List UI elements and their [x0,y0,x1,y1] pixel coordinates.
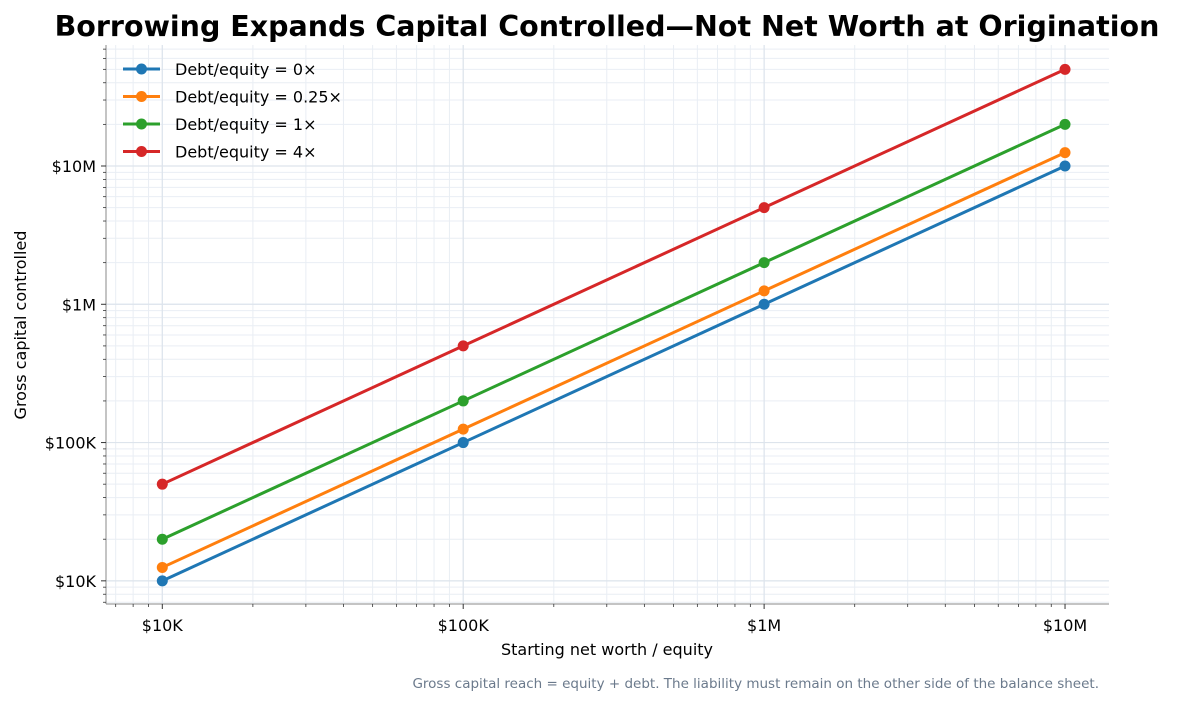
legend-label: Debt/equity = 0.25× [175,88,342,107]
y-tick-label: $10K [55,572,97,591]
x-axis-label: Starting net worth / equity [501,640,713,659]
data-point [1059,147,1071,159]
data-point [1059,160,1071,172]
y-tick-label: $10M [52,157,96,176]
y-tick-label: $100K [45,434,97,453]
data-point [156,478,168,490]
legend-label: Debt/equity = 0× [175,60,316,79]
data-point [1059,63,1071,75]
data-point [758,285,770,297]
x-tick-label: $10K [142,616,184,635]
chart-title: Borrowing Expands Capital Controlled—Not… [55,10,1160,43]
major-grid [106,45,1109,604]
legend-swatch-marker [136,91,147,102]
data-point [758,298,770,310]
data-point [156,561,168,573]
data-point [758,257,770,269]
series-line-3 [161,67,1066,486]
legend-swatch-marker [136,146,147,157]
data-point [156,575,168,587]
x-axis-ticks: $10K $100K $1M $10M [115,604,1087,635]
legend-swatch-marker [136,63,147,75]
x-tick-label: $1M [747,616,781,635]
legend-swatch-marker [136,118,147,130]
series-line-2 [161,123,1066,541]
series-layer [156,63,1071,587]
series-line-0 [161,164,1066,583]
data-point [457,437,469,449]
data-point [758,202,770,214]
axes [105,45,1109,605]
x-tick-label: $10M [1043,616,1087,635]
y-axis-ticks: $10K $100K $1M $10M [45,48,106,603]
data-point [156,533,168,545]
footnote: Gross capital reach = equity + debt. The… [412,676,1099,692]
data-point [457,395,469,407]
x-tick-label: $100K [438,616,490,635]
y-tick-label: $1M [62,295,96,314]
y-axis-label: Gross capital controlled [11,231,30,420]
legend: Debt/equity = 0× Debt/equity = 0.25× Debt/… [123,60,342,162]
series-line-1 [161,151,1066,569]
data-point [1059,118,1071,130]
data-point [457,423,469,435]
data-point [457,340,469,352]
legend-label: Debt/equity = 4× [175,143,316,162]
legend-label: Debt/equity = 1× [175,115,316,134]
